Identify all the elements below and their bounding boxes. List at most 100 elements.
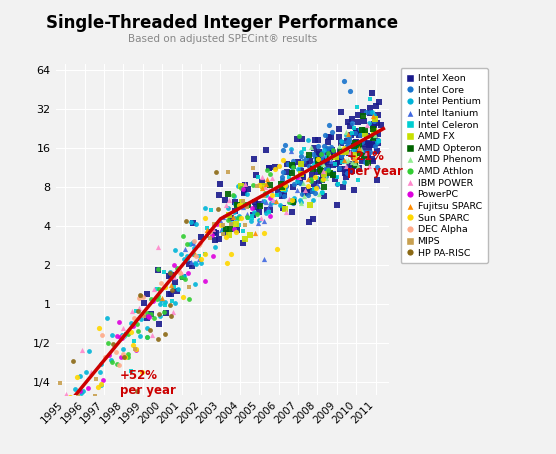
Point — [301, 186, 310, 193]
Point — [266, 199, 275, 207]
Point — [269, 197, 277, 204]
Point — [368, 125, 377, 133]
Point — [248, 214, 257, 222]
Point — [264, 165, 273, 172]
Point — [231, 228, 240, 236]
Point — [177, 269, 186, 276]
Point — [185, 261, 193, 268]
Point — [248, 212, 257, 220]
Point — [189, 251, 198, 258]
Point — [143, 325, 152, 332]
Point — [323, 159, 332, 166]
Point — [310, 145, 319, 152]
Point — [260, 230, 269, 237]
Point — [126, 367, 135, 374]
Point — [342, 132, 351, 139]
Point — [304, 182, 312, 189]
Point — [131, 346, 140, 353]
Point — [342, 143, 351, 150]
Point — [128, 307, 137, 315]
Point — [123, 350, 132, 357]
Point — [257, 185, 266, 192]
Point — [129, 322, 138, 329]
Point — [216, 222, 225, 229]
Point — [287, 196, 296, 203]
Point — [233, 226, 242, 233]
Point — [241, 181, 250, 188]
Point — [358, 158, 366, 165]
Point — [189, 220, 198, 227]
Point — [138, 294, 147, 301]
Point — [300, 187, 309, 194]
Point — [271, 198, 280, 206]
Point — [80, 398, 89, 405]
Point — [250, 209, 259, 216]
Point — [353, 111, 362, 118]
Point — [336, 109, 345, 116]
Point — [308, 196, 317, 203]
Point — [202, 224, 211, 231]
Point — [254, 217, 263, 224]
Point — [355, 132, 364, 139]
Point — [205, 234, 214, 241]
Point — [255, 182, 264, 189]
Point — [187, 218, 196, 226]
Point — [184, 284, 193, 291]
Point — [346, 123, 355, 130]
Point — [338, 138, 347, 145]
Point — [372, 119, 381, 127]
Point — [344, 118, 353, 126]
Point — [328, 147, 337, 154]
Point — [374, 137, 383, 144]
Point — [328, 146, 337, 153]
Point — [345, 162, 354, 169]
Point — [338, 183, 347, 191]
Point — [323, 146, 332, 153]
Point — [274, 190, 283, 197]
Point — [306, 201, 315, 208]
Point — [312, 169, 321, 176]
Point — [375, 99, 384, 106]
Point — [76, 387, 85, 394]
Point — [323, 163, 332, 171]
Point — [178, 273, 187, 281]
Point — [215, 216, 224, 223]
Point — [284, 161, 292, 168]
Point — [349, 124, 358, 132]
Point — [282, 168, 291, 176]
Point — [273, 191, 282, 198]
Point — [311, 173, 320, 181]
Point — [281, 187, 290, 194]
Point — [297, 170, 306, 177]
Point — [296, 168, 305, 175]
Point — [177, 250, 186, 257]
Point — [277, 181, 286, 188]
Point — [135, 291, 144, 299]
Point — [207, 231, 216, 238]
Point — [370, 126, 379, 133]
Point — [219, 225, 227, 232]
Point — [172, 264, 181, 271]
Point — [316, 167, 325, 174]
Point — [365, 139, 374, 147]
Point — [359, 129, 368, 137]
Point — [343, 157, 352, 164]
Point — [306, 176, 315, 183]
Point — [132, 345, 141, 353]
Point — [348, 160, 357, 167]
Point — [364, 152, 373, 159]
Point — [373, 148, 381, 155]
Point — [295, 177, 304, 184]
Point — [140, 312, 148, 319]
Point — [224, 204, 233, 212]
Point — [287, 169, 296, 177]
Point — [200, 204, 209, 211]
Point — [312, 174, 321, 182]
Point — [180, 246, 189, 253]
Point — [262, 209, 271, 216]
Point — [97, 360, 106, 368]
Point — [324, 133, 333, 141]
Point — [258, 173, 267, 180]
Point — [221, 196, 230, 203]
Point — [178, 293, 187, 301]
